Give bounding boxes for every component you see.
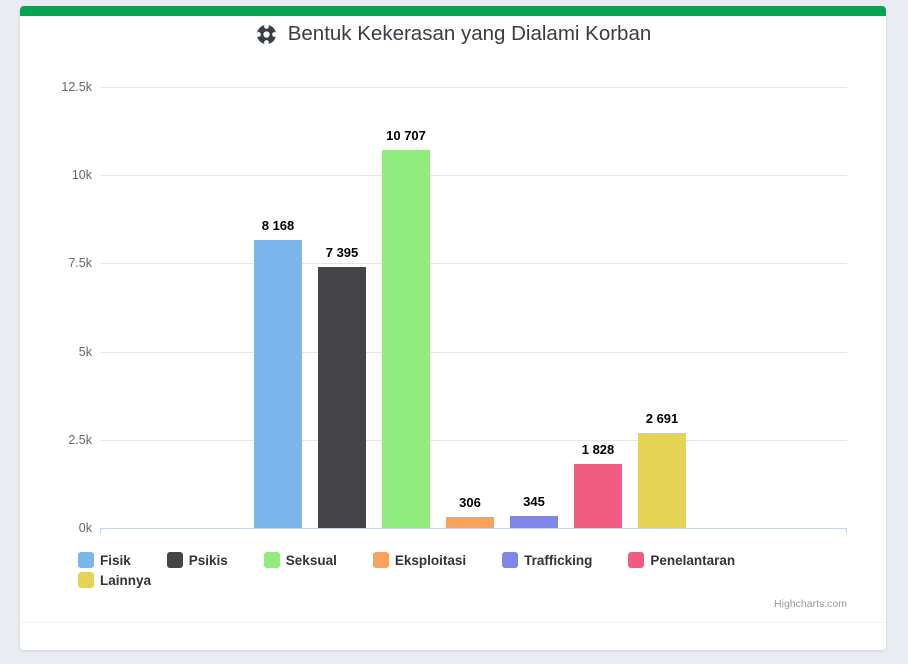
bar-value-label: 345 [523, 493, 545, 509]
legend-item-lainnya[interactable]: Lainnya [78, 571, 151, 589]
legend-swatch [166, 552, 183, 568]
legend-label: Psikis [188, 552, 228, 568]
legend-label: Fisik [100, 552, 131, 568]
gridline [100, 175, 847, 177]
card-footer-divider [20, 622, 886, 623]
legend-item-penelantaran[interactable]: Penelantaran [628, 551, 735, 569]
legend-label: Trafficking [524, 552, 593, 568]
x-axis-tick-right [846, 528, 847, 534]
legend-label: Eksploitasi [394, 552, 467, 568]
bar-value-label: 2 691 [645, 411, 679, 427]
gridline [100, 351, 847, 353]
bar-value-label: 306 [459, 495, 481, 511]
bar-penelantaran[interactable] [574, 463, 622, 528]
legend-item-trafficking[interactable]: Trafficking [502, 551, 592, 569]
legend-swatch [263, 552, 280, 568]
y-axis-tick-label: 0k [78, 521, 92, 535]
y-axis-labels: 0k 2.5k 5k 7.5k 10k 12.5k [20, 80, 92, 535]
y-axis-tick-label: 10k [71, 168, 92, 183]
legend-swatch [628, 552, 645, 568]
legend-item-seksual[interactable]: Seksual [263, 551, 337, 569]
legend-item-psikis[interactable]: Psikis [166, 551, 228, 569]
highcharts-credits[interactable]: Highcharts.com [774, 598, 847, 610]
legend-item-eksploitasi[interactable]: Eksploitasi [372, 551, 467, 569]
legend-swatch [502, 552, 519, 568]
y-axis-tick-label: 7.5k [68, 256, 92, 271]
plot-area: 8 168 7 395 10 707 306 345 1 828 2 691 [100, 87, 847, 534]
legend-swatch [372, 552, 389, 568]
bar-seksual[interactable] [382, 150, 430, 528]
chart-title: Bentuk Kekerasan yang Dialami Korban [20, 22, 886, 46]
bar-value-label: 1 828 [581, 441, 615, 457]
legend-label: Penelantaran [650, 552, 736, 568]
y-axis-tick-label: 12.5k [61, 80, 92, 94]
bar-value-label: 10 707 [386, 128, 426, 144]
legend: Fisik Psikis Seksual Eksploitasi Trafficking… [78, 551, 840, 589]
bar-value-label: 7 395 [325, 245, 359, 261]
legend-label: Lainnya [100, 572, 152, 588]
card-accent-bar [20, 6, 886, 16]
bar-eksploitasi[interactable] [446, 517, 494, 528]
bar-trafficking[interactable] [510, 515, 558, 528]
chart-card: Bentuk Kekerasan yang Dialami Korban 0k 2… [20, 6, 886, 650]
gridline [100, 87, 847, 88]
bar-psikis[interactable] [318, 267, 366, 528]
bar-fisik[interactable] [254, 239, 302, 528]
life-ring-icon [255, 23, 278, 46]
x-axis-tick-left [100, 528, 101, 534]
gridline [100, 439, 847, 441]
bar-lainnya[interactable] [638, 433, 686, 528]
y-axis-tick-label: 2.5k [68, 432, 92, 447]
legend-item-fisik[interactable]: Fisik [78, 551, 131, 569]
page-title: Bentuk Kekerasan yang Dialami Korban [287, 22, 652, 45]
legend-swatch [78, 552, 94, 568]
gridline [100, 263, 847, 265]
y-axis-tick-label: 5k [78, 344, 92, 359]
bar-value-label: 8 168 [261, 217, 295, 233]
legend-label: Seksual [285, 552, 337, 568]
legend-swatch [78, 572, 94, 588]
